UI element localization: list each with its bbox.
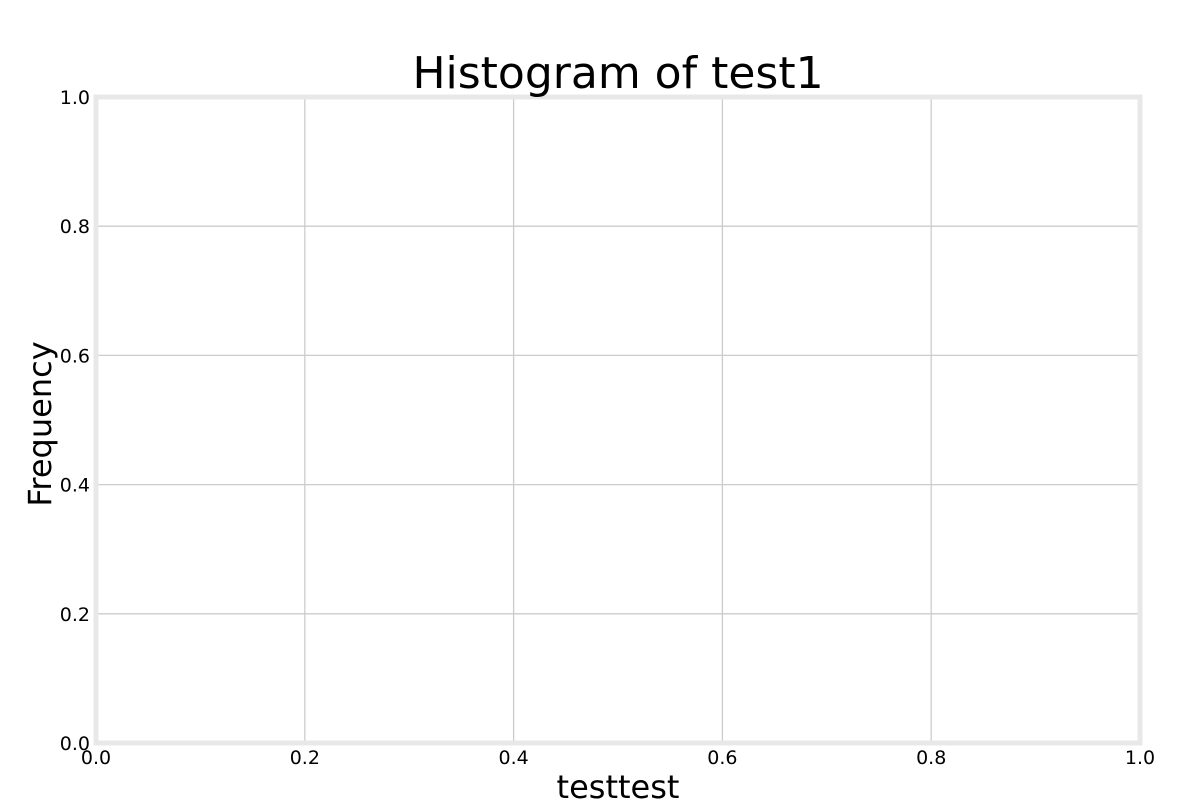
y-tick-label: 0.8 xyxy=(60,216,90,238)
y-tick-label: 0.4 xyxy=(60,475,90,497)
y-tick-label: 0.0 xyxy=(60,733,90,755)
x-axis-label: testtest xyxy=(557,768,680,800)
y-axis-label: Frequency xyxy=(21,341,59,506)
x-tick-label: 1.0 xyxy=(1125,747,1155,769)
x-tick-label: 0.4 xyxy=(498,747,528,769)
x-axis-ticks: 0.0 0.2 0.4 0.6 0.8 1.0 xyxy=(81,747,1155,769)
x-tick-label: 0.2 xyxy=(290,747,320,769)
x-tick-label: 0.0 xyxy=(81,747,111,769)
x-tick-label: 0.8 xyxy=(916,747,946,769)
chart-title: Histogram of test1 xyxy=(412,48,823,99)
y-tick-label: 1.0 xyxy=(60,87,90,109)
y-tick-label: 0.2 xyxy=(60,604,90,626)
y-axis-ticks: 0.0 0.2 0.4 0.6 0.8 1.0 xyxy=(60,87,90,755)
y-tick-label: 0.6 xyxy=(60,345,90,367)
plot-frame xyxy=(93,94,1143,746)
x-tick-label: 0.6 xyxy=(707,747,737,769)
